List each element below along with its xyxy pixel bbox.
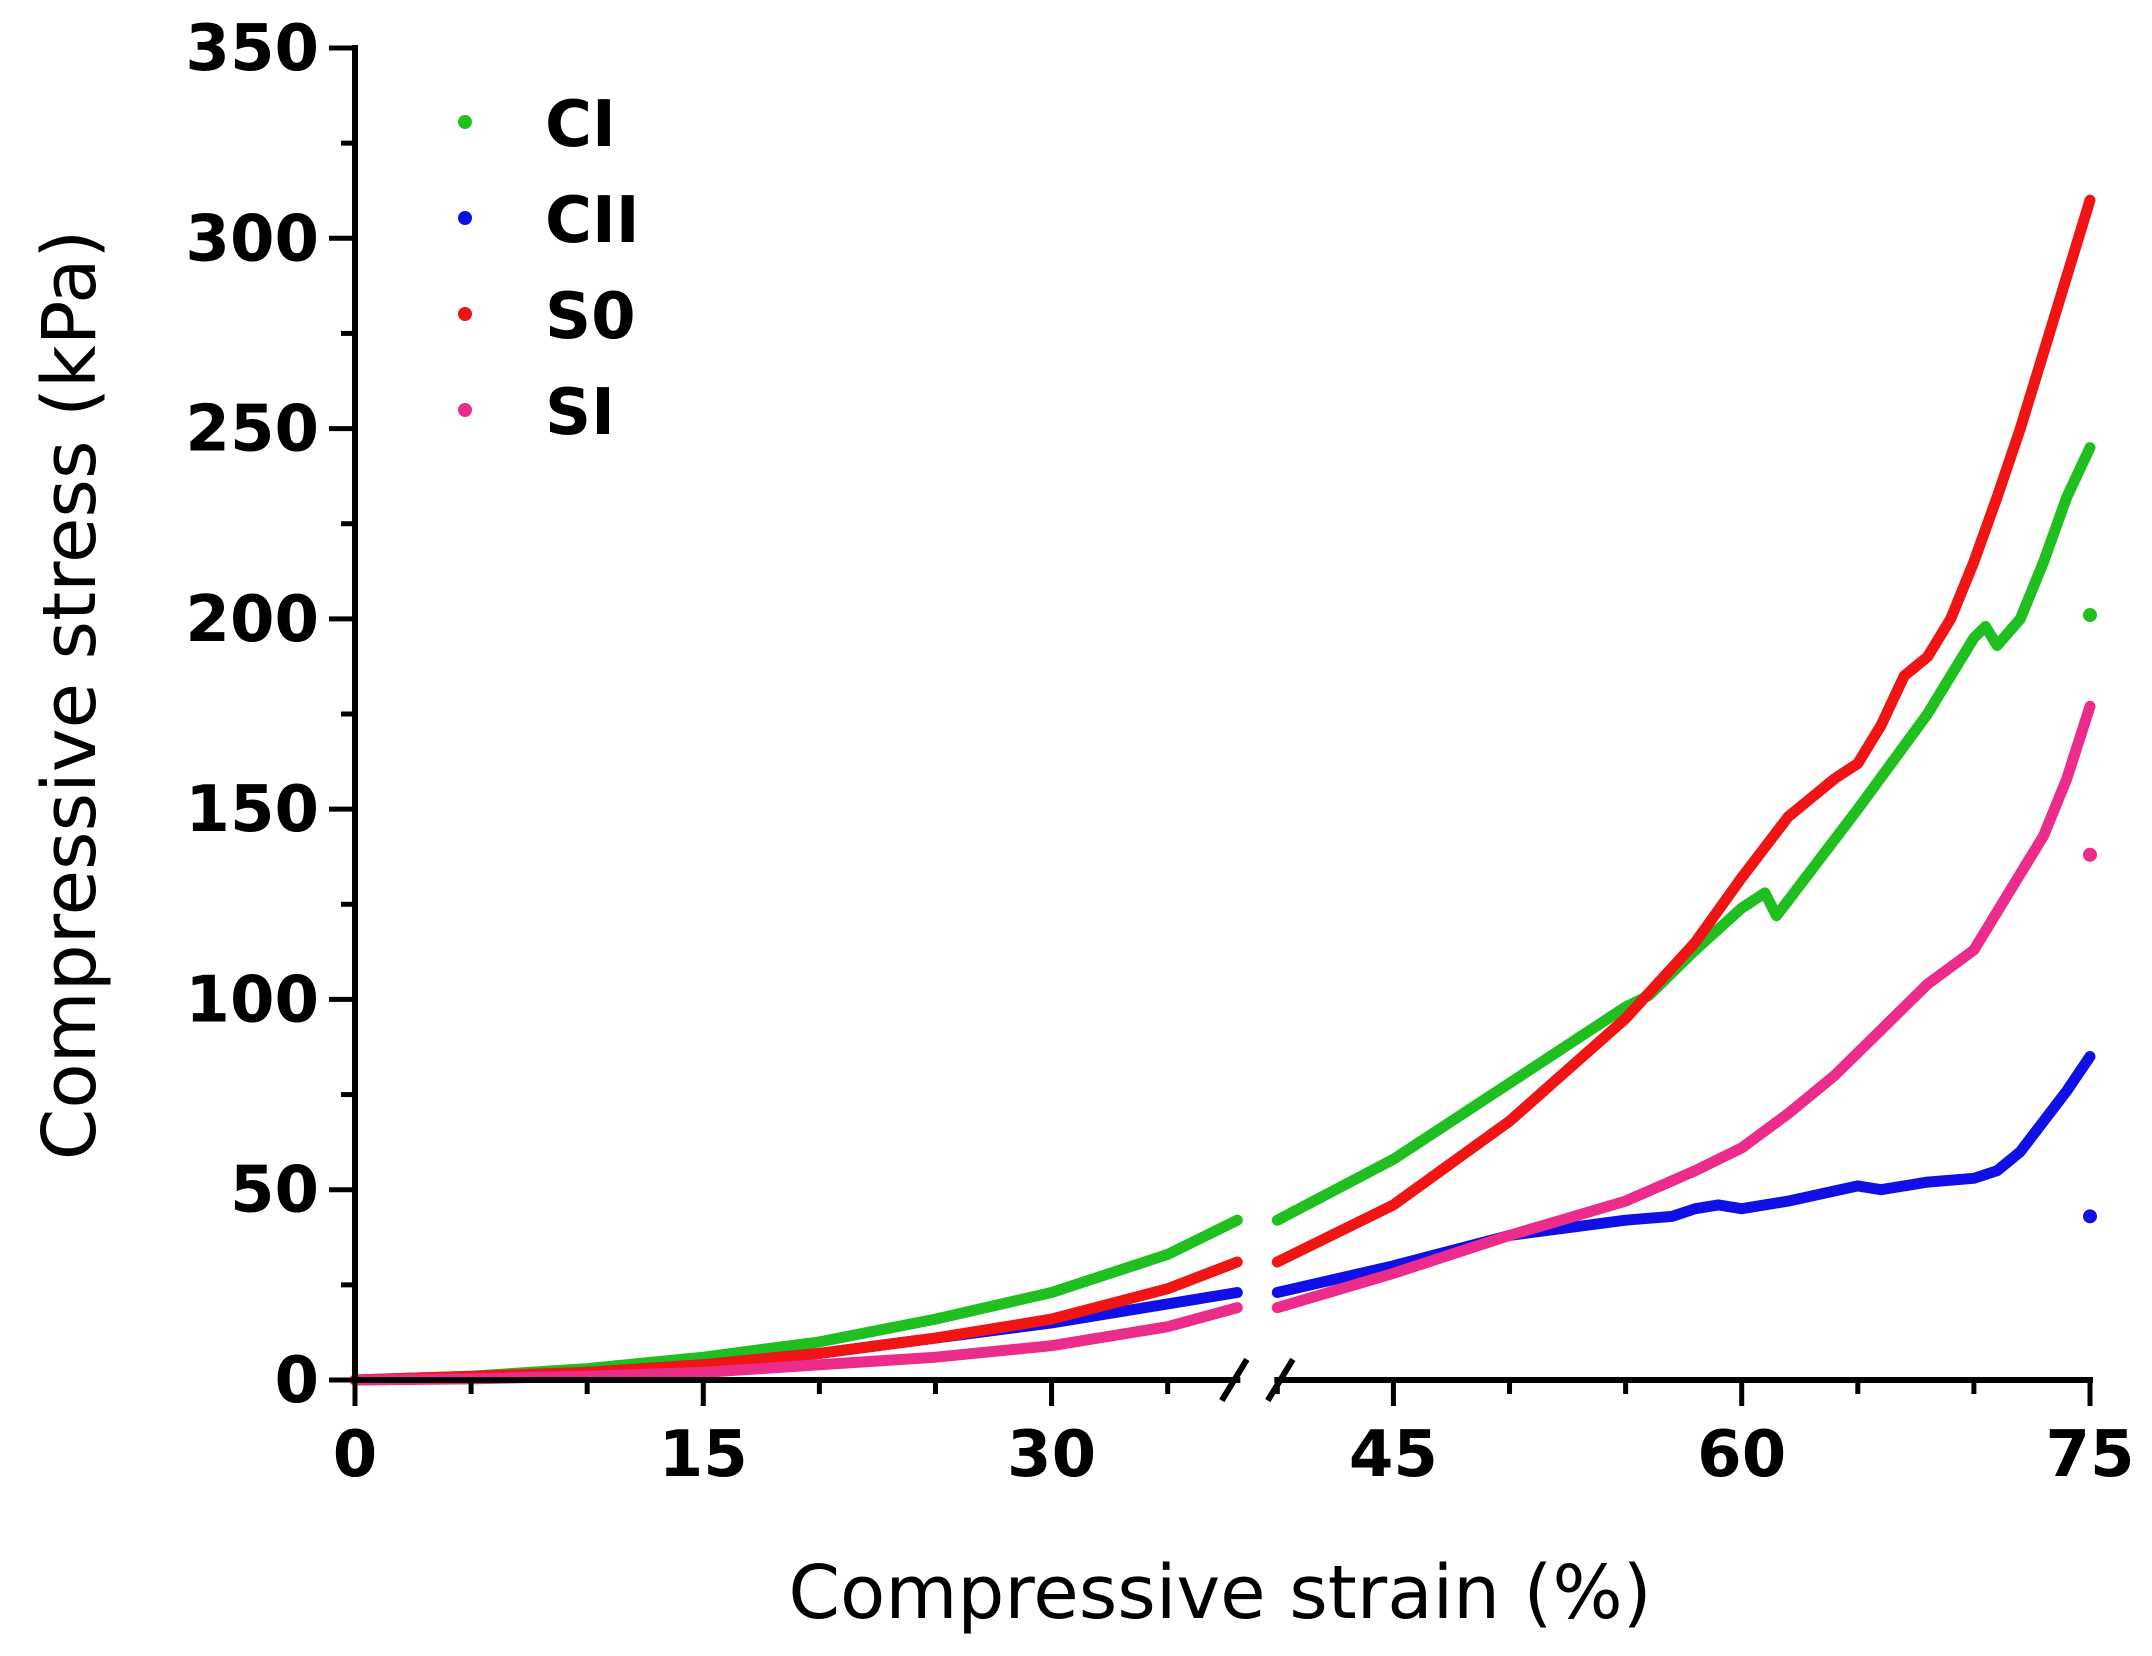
legend-label-cii: CII <box>545 184 640 258</box>
series-line-cii-right <box>1271 1051 2096 1298</box>
legend-marker-ci <box>458 115 472 129</box>
y-tick-label: 50 <box>230 1154 319 1228</box>
x-axis-title: Compressive strain (%) <box>788 1550 1651 1636</box>
x-tick-label: 45 <box>1349 1418 1438 1492</box>
series-line-s0-right <box>1271 194 2096 1268</box>
legend-marker-s0 <box>458 307 472 321</box>
series-line-si-right <box>1271 700 2096 1314</box>
y-tick-label: 200 <box>185 583 319 657</box>
x-tick-label: 0 <box>333 1418 378 1492</box>
x-tick-label: 75 <box>2045 1418 2134 1492</box>
axis-break-mark-left <box>1219 1357 1250 1403</box>
axes-layer: 0 50 100 150 200 250 300 350 0 15 30 45 60 75 <box>185 12 2134 1492</box>
series-end-point-si <box>2083 847 2097 862</box>
legend-label-ci: CI <box>545 88 616 162</box>
x-tick-label: 60 <box>1697 1418 1786 1492</box>
legend-label-si: SI <box>545 376 615 450</box>
y-tick-label: 250 <box>185 393 319 467</box>
y-tick-label: 0 <box>274 1344 319 1418</box>
series-line-ci-right <box>1271 442 2096 1226</box>
y-tick-label: 150 <box>185 773 319 847</box>
y-axis-title: Compressive stress (kPa) <box>27 230 113 1161</box>
y-tick-label: 100 <box>185 963 319 1037</box>
x-tick-label: 15 <box>659 1418 748 1492</box>
y-tick-label: 350 <box>185 12 319 86</box>
series-end-point-ci <box>2083 608 2097 623</box>
legend-marker-cii <box>458 211 472 225</box>
legend-marker-si <box>458 403 472 417</box>
series-end-point-cii <box>2083 1209 2097 1224</box>
y-tick-label: 300 <box>185 202 319 276</box>
legend-label-s0: S0 <box>545 280 636 354</box>
legend: CI CII S0 SI <box>458 88 640 450</box>
axis-break-mark-right <box>1265 1357 1296 1403</box>
series-layer <box>349 194 2097 1386</box>
x-tick-label: 30 <box>1007 1418 1096 1492</box>
